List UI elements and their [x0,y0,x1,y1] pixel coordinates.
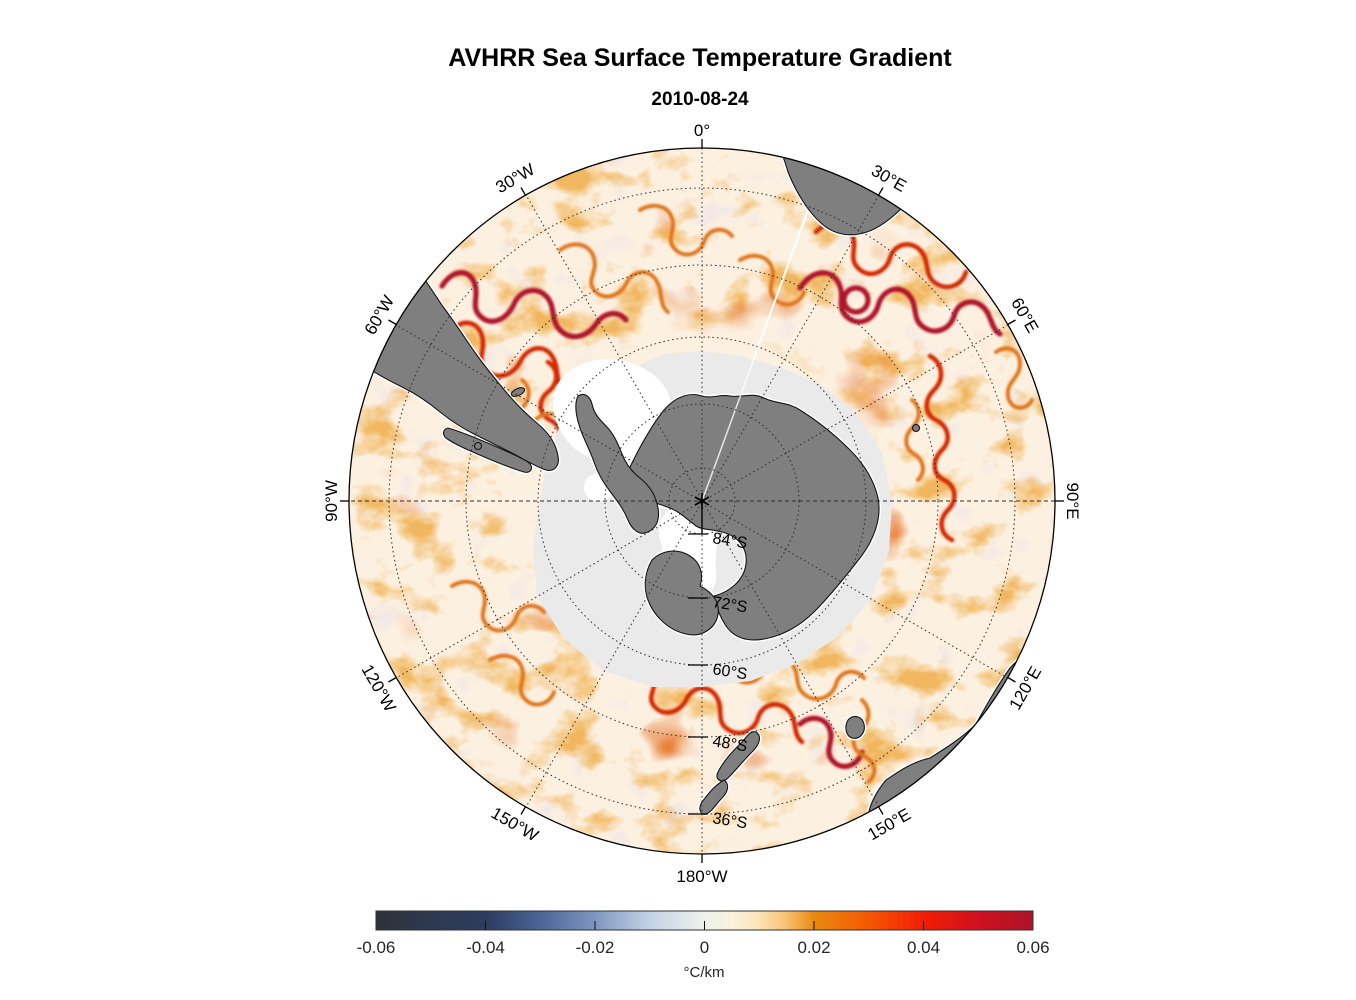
lon-label-180w: 180°W [676,867,727,886]
colorbar: -0.06 -0.04 -0.02 0 0.02 0.04 0.06 °C/km [357,910,1050,981]
polar-map: 84°S 72°S 60°S 48°S 36°S [349,148,1055,854]
cb-tick-pos002: 0.02 [797,938,830,957]
lat-label-48s: 48°S [711,733,748,755]
lat-label-36s: 36°S [711,810,748,832]
land-tasmania [845,715,865,739]
cb-tick-pos006: 0.06 [1016,938,1049,957]
island-south-georgia [510,387,526,397]
lon-label-90w: 90°W [322,480,341,522]
cb-tick-neg002: -0.02 [576,938,615,957]
date-subtitle: 2010-08-24 [651,89,749,110]
lon-label-60e: 60°E [1007,294,1042,336]
longitude-ticks [340,139,1064,863]
cb-tick-pos004: 0.04 [907,938,940,957]
island-kerguelen [911,423,921,433]
lat-label-84s: 84°S [711,530,748,552]
latitude-ticks [688,533,708,815]
lon-label-90e: 90°E [1063,482,1082,519]
landmasses [349,148,1055,841]
lat-label-72s: 72°S [711,594,748,616]
lon-label-30e: 30°E [868,161,910,196]
island-falklands [473,441,483,451]
page-title: AVHRR Sea Surface Temperature Gradient [448,44,952,72]
cb-tick-neg004: -0.04 [466,938,505,957]
cb-tick-neg006: -0.06 [357,938,396,957]
pole-marker [694,493,710,534]
lon-label-0: 0° [694,121,710,140]
lat-label-60s: 60°S [711,661,748,683]
colorbar-tick-labels: -0.06 -0.04 -0.02 0 0.02 0.04 0.06 [357,938,1050,957]
colorbar-gradient-bar [375,910,1034,931]
latitude-labels: 84°S 72°S 60°S 48°S 36°S [711,530,748,832]
colorbar-inner-ticks [485,921,924,930]
colorbar-unit-label: °C/km [684,964,725,981]
cb-tick-zero: 0 [700,938,709,957]
